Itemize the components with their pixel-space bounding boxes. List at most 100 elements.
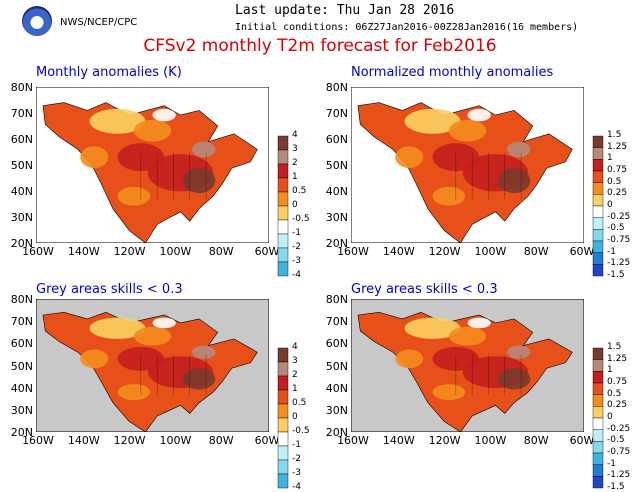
colorbar-swatch (592, 452, 604, 465)
colorbar-label: -4 (292, 482, 301, 492)
colorbar-label: 0 (607, 200, 613, 210)
colorbar-label: 0.25 (607, 400, 628, 411)
lon-label: 80W (523, 434, 549, 447)
colorbar-swatch (277, 233, 289, 249)
colorbar (277, 135, 289, 277)
lat-label: 70N (10, 107, 33, 120)
colorbar-label: -1 (292, 228, 301, 238)
colorbar-label: -1.5 (607, 482, 625, 492)
initial-conditions-text: Initial conditions: 06Z27Jan2016-00Z28Ja… (235, 22, 579, 33)
colorbar-swatch (277, 205, 289, 221)
colorbar-label: 0 (607, 412, 613, 422)
colorbar-swatch (592, 182, 604, 195)
lon-label: 100W (159, 245, 192, 258)
colorbar-swatch (277, 261, 289, 277)
colorbar-swatch (277, 361, 289, 377)
lat-label: 80N (325, 293, 348, 306)
lat-label: 70N (325, 107, 348, 120)
colorbar-label: 1 (292, 384, 298, 394)
colorbar-label: 3 (292, 356, 298, 366)
colorbar-label: -1.5 (607, 270, 625, 280)
colorbar-swatch (277, 445, 289, 461)
lon-label: 60W (254, 245, 280, 258)
lat-label: 40N (10, 185, 33, 198)
lat-label: 50N (10, 159, 33, 172)
colorbar-label: -3 (292, 256, 301, 266)
agency-label: NWS/NCEP/CPC (60, 17, 138, 28)
colorbar-label: 0.5 (607, 388, 622, 399)
colorbar-swatch (592, 229, 604, 242)
lon-label: 60W (254, 434, 280, 447)
lon-label: 60W (569, 245, 595, 258)
colorbar-swatch (592, 135, 604, 148)
page-title: CFSv2 monthly T2m forecast for Feb2016 (143, 36, 497, 56)
colorbar-swatch (277, 473, 289, 489)
colorbar-swatch (277, 347, 289, 363)
colorbar-label: 2 (292, 370, 298, 380)
colorbar-label: -2 (292, 454, 301, 464)
lat-label: 50N (10, 359, 33, 373)
colorbar-swatch (592, 464, 604, 477)
colorbar-label: 1 (292, 172, 298, 182)
colorbar-swatch (592, 394, 604, 407)
colorbar-swatch (277, 247, 289, 263)
forecast-map (351, 87, 584, 243)
lat-label: 80N (10, 293, 33, 306)
lon-label: 100W (474, 245, 507, 258)
colorbar-label: 0.5 (292, 186, 307, 196)
lat-label: 30N (10, 403, 33, 417)
colorbar-label: 3 (292, 144, 298, 154)
lon-label: 60W (569, 434, 595, 447)
lon-label: 120W (428, 245, 461, 258)
lat-label: 20N (10, 426, 33, 439)
lat-label: 60N (10, 133, 33, 146)
colorbar-swatch (592, 359, 604, 372)
panel-title: Monthly anomalies (K) (36, 65, 182, 80)
lat-label: 60N (325, 133, 348, 146)
colorbar-label: -1 (292, 440, 301, 450)
lat-label: 40N (325, 185, 348, 198)
lat-label: 40N (10, 381, 33, 395)
colorbar-label: 4 (292, 342, 298, 352)
colorbar-label: -3 (292, 468, 301, 478)
lat-label: 30N (325, 403, 348, 417)
colorbar-label: -0.5 (607, 223, 625, 234)
colorbar-swatch (277, 163, 289, 179)
colorbar-label: 0.75 (607, 377, 628, 387)
colorbar-label: -1 (607, 458, 616, 469)
panel-title: Grey areas skills < 0.3 (36, 282, 183, 297)
colorbar-swatch (592, 417, 604, 430)
colorbar-label: 4 (292, 130, 298, 140)
lat-label: 20N (10, 237, 33, 250)
lon-label: 120W (113, 434, 146, 447)
forecast-map (36, 299, 269, 432)
noaa-logo-icon (22, 6, 52, 36)
lon-label: 160W (337, 245, 369, 258)
lon-label: 100W (474, 434, 507, 447)
lat-label: 80N (10, 81, 33, 94)
colorbar-swatch (592, 371, 604, 384)
colorbar-label: -0.25 (607, 423, 631, 434)
lat-label: 20N (325, 237, 348, 250)
colorbar-swatch (592, 429, 604, 442)
colorbar-label: -2 (292, 242, 301, 252)
colorbar-swatch (592, 240, 604, 253)
lon-label: 140W (67, 434, 100, 447)
colorbar-label: -0.5 (292, 426, 310, 436)
lat-label: 80N (325, 81, 348, 94)
colorbar-label: 0.75 (607, 165, 628, 175)
panel-title: Normalized monthly anomalies (351, 65, 554, 80)
colorbar-label: -1.25 (607, 470, 631, 481)
colorbar-swatch (277, 135, 289, 151)
colorbar-swatch (277, 389, 289, 405)
colorbar-label: 0 (292, 412, 298, 422)
colorbar-label: -0.25 (607, 211, 631, 222)
colorbar-label: -4 (292, 270, 301, 280)
lat-label: 30N (325, 211, 348, 224)
colorbar-label: 0.5 (607, 176, 622, 187)
colorbar-label: -0.75 (607, 235, 631, 245)
colorbar-swatch (592, 252, 604, 265)
colorbar-swatch (592, 170, 604, 183)
colorbar-label: 1.5 (607, 130, 622, 140)
forecast-map (36, 87, 269, 243)
